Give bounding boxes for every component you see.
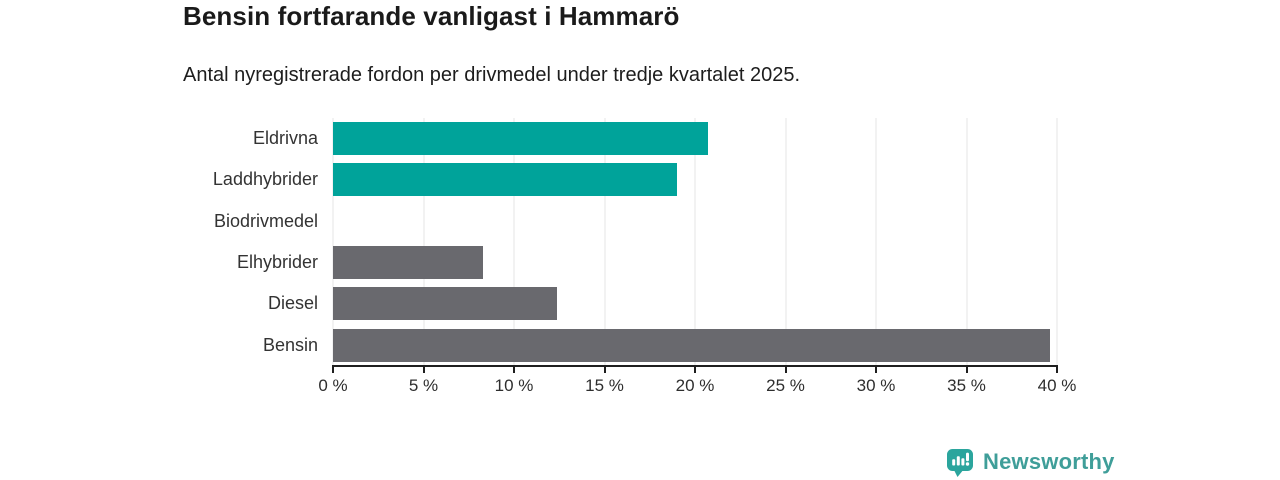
axis-tick [784,367,787,373]
bars [333,118,1057,366]
category-label-bensin: Bensin [262,334,318,355]
axis-tick [694,367,696,373]
gridline [694,118,696,366]
plot-area [332,118,1058,366]
bar-row-diesel [333,283,1057,324]
bar-row-eldrivna [333,118,1057,159]
category-label-laddhybrider: Laddhybrider [212,169,318,190]
axis-tick-label: 0 % [318,376,348,395]
chart-title: Bensin fortfarande vanligast i Hammarö [183,1,680,31]
gridline [966,118,967,366]
bar-row-elhybrider [333,242,1057,283]
axis-tick [332,367,334,373]
x-axis-line [332,365,1058,367]
bar-row-bensin [333,325,1057,366]
bar-row-laddhybrider [333,159,1057,200]
bar-elhybrider [333,245,484,279]
gridline [785,118,786,366]
axis-tick-label: 35 % [947,376,986,395]
category-label-diesel: Diesel [267,293,318,314]
axis-tick-label: 20 % [675,376,715,395]
bar-eldrivna [333,122,708,155]
gridline [513,118,515,366]
bar-bensin [333,328,1050,362]
newsworthy-logo[interactable]: Newsworthy [945,446,1115,478]
newsworthy-wordmark: Newsworthy [983,449,1115,474]
bar-laddhybrider [333,163,677,197]
axis-tick-label: 30 % [856,376,896,395]
gridline [604,118,605,366]
category-label-elhybrider: Elhybrider [236,252,318,273]
gridline [875,118,877,366]
category-labels: Eldrivna Laddhybrider Biodrivmedel Elhybrid… [0,118,318,366]
axis-tick-label: 10 % [494,376,534,395]
gridline [1056,118,1058,366]
axis-tick-label: 15 % [585,376,624,395]
bar-diesel [333,287,558,321]
axis-tick [603,367,606,373]
axis-tick [1056,367,1058,373]
axis-tick-label: 5 % [408,376,439,395]
axis-tick [965,367,968,373]
axis-tick-label: 40 % [1037,376,1077,395]
category-label-biodrivmedel: Biodrivmedel [213,210,318,231]
category-label-eldrivna: Eldrivna [252,128,318,149]
gridline [423,118,424,366]
gridline [332,118,334,366]
axis-tick [513,367,515,373]
x-axis: 0 % 5 % 10 % 15 % 20 % 25 % 30 % 35 % 40 % [318,365,1076,407]
axis-tick [422,367,425,373]
axis-tick-label: 25 % [766,376,805,395]
newsworthy-bar-chart-bubble-icon [945,447,975,478]
axis-tick [875,367,877,373]
bar-row-biodrivmedel [333,201,1057,242]
chart-subtitle: Antal nyregistrerade fordon per drivmede… [183,64,801,86]
